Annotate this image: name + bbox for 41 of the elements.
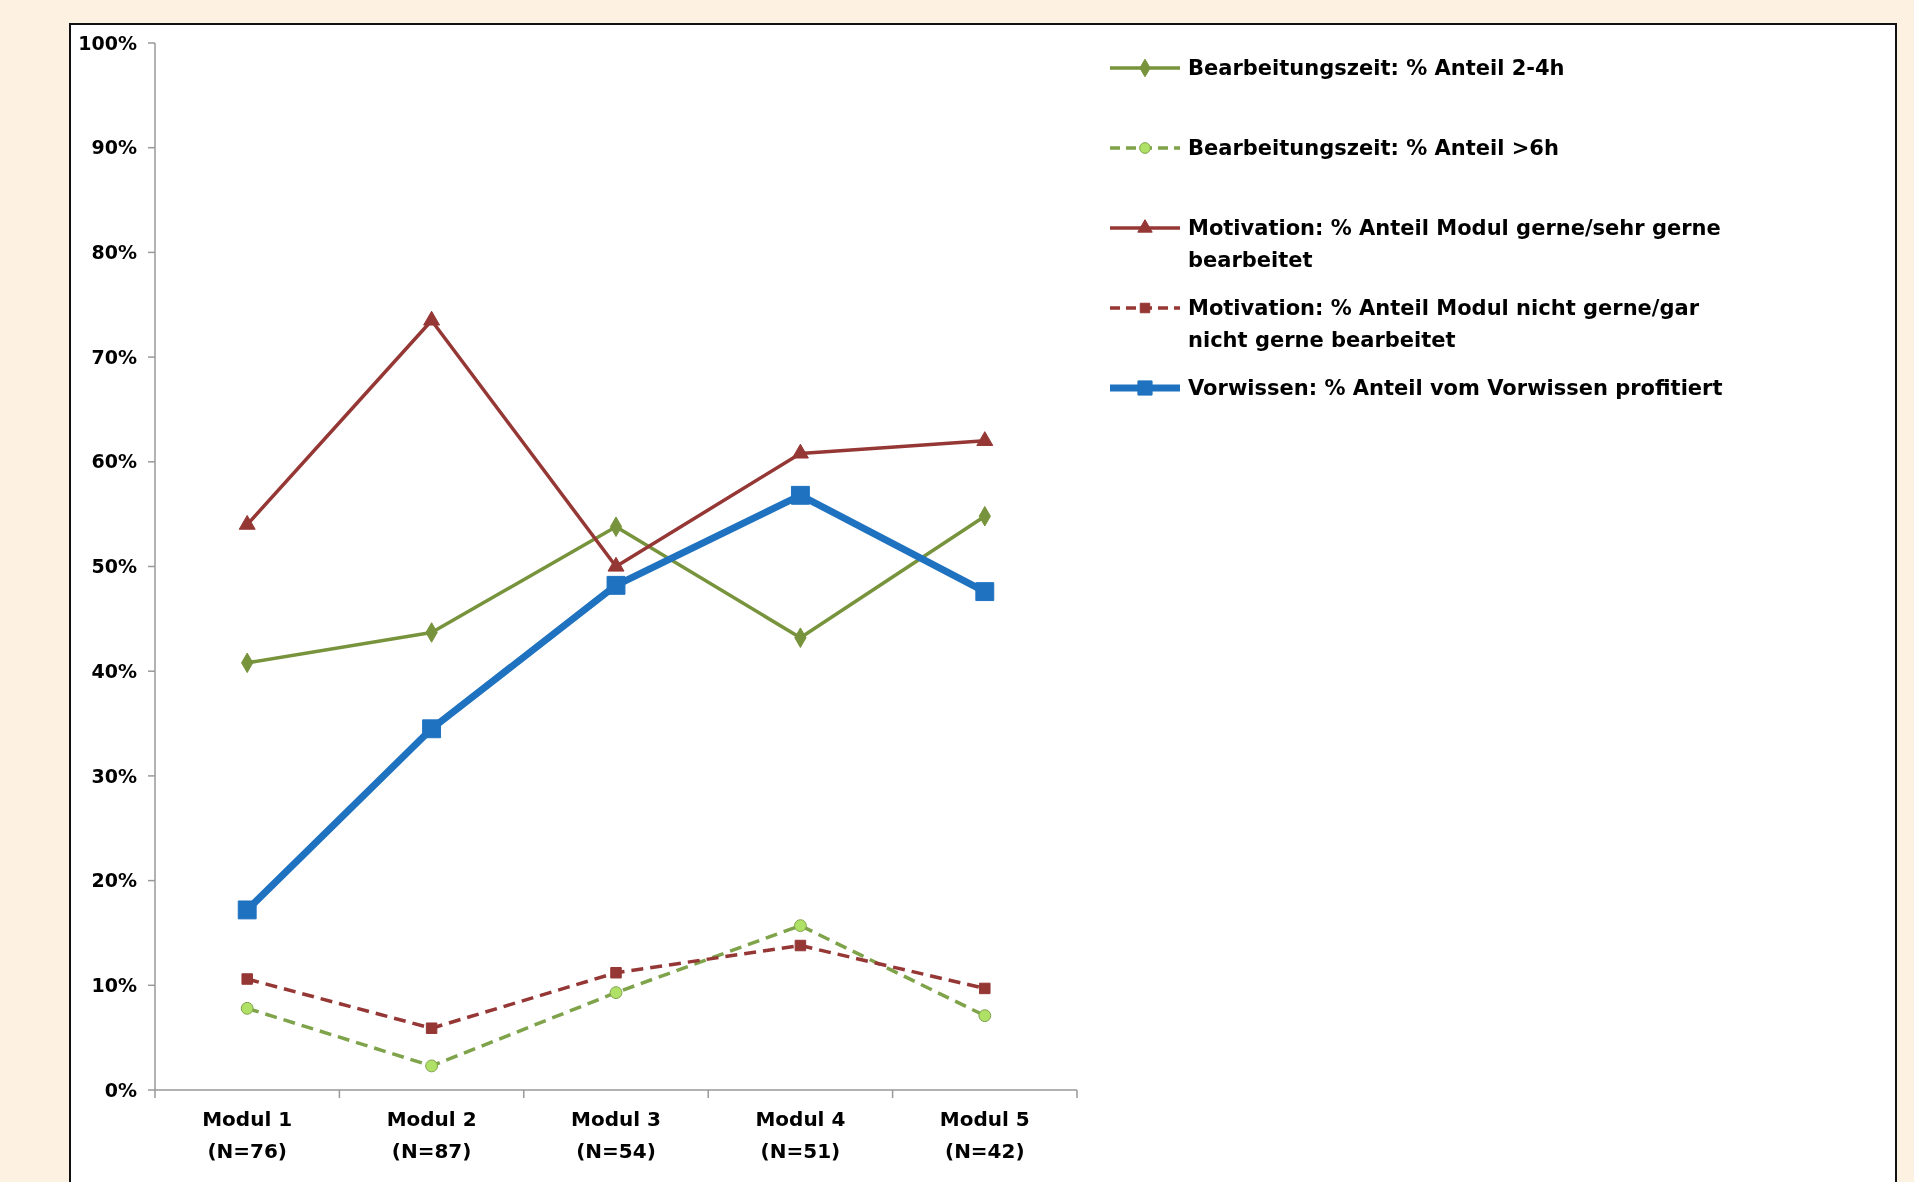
point [978, 1009, 992, 1023]
point [794, 939, 807, 952]
y-tick-label: 30% [91, 764, 137, 787]
legend-label: Motivation: % Anteil Modul nicht gerne/gar nicht gerne bearbeitet [1188, 296, 1700, 353]
x-tick-label: Modul 1 (N=76) [202, 1107, 293, 1163]
y-tick-label: 50% [91, 555, 137, 578]
y-tick-label: 80% [91, 241, 137, 264]
point [793, 919, 807, 933]
x-tick-label: Modul 3 (N=54) [571, 1107, 661, 1163]
point [791, 443, 809, 459]
point [423, 310, 441, 326]
point [241, 973, 253, 985]
x-tick-label: Modul 4 (N=51) [755, 1107, 846, 1163]
point [790, 485, 810, 505]
legend-label: Motivation: % Anteil Modul gerne/sehr gerne bearbeitet [1188, 216, 1721, 273]
point [975, 582, 995, 602]
x-tick-label: Modul 5 (N=42) [939, 1107, 1030, 1163]
y-tick-label: 70% [91, 345, 137, 368]
legend-label: Bearbeitungszeit: % Anteil 2-4h [1188, 56, 1565, 81]
point [238, 514, 256, 530]
y-tick-label: 90% [91, 136, 137, 159]
y-tick-label: 20% [91, 869, 137, 892]
x-tick-label: Modul 2 (N=87) [386, 1107, 477, 1163]
point [425, 1022, 438, 1034]
point [610, 966, 622, 979]
point [976, 431, 994, 446]
point [607, 556, 625, 572]
point [606, 575, 626, 595]
legend-label: Vorwissen: % Anteil vom Vorwissen profitiert [1188, 376, 1723, 401]
y-tick-label: 100% [78, 31, 137, 54]
y-tick-label: 0% [104, 1078, 137, 1101]
point [425, 1059, 439, 1073]
point [240, 1001, 254, 1015]
point [979, 982, 991, 995]
y-tick-label: 60% [91, 450, 137, 473]
y-tick-label: 40% [91, 659, 137, 682]
legend-label: Bearbeitungszeit: % Anteil >6h [1188, 136, 1559, 161]
point [609, 986, 623, 1000]
point [422, 719, 442, 739]
y-tick-label: 10% [91, 973, 137, 996]
point [237, 900, 257, 920]
